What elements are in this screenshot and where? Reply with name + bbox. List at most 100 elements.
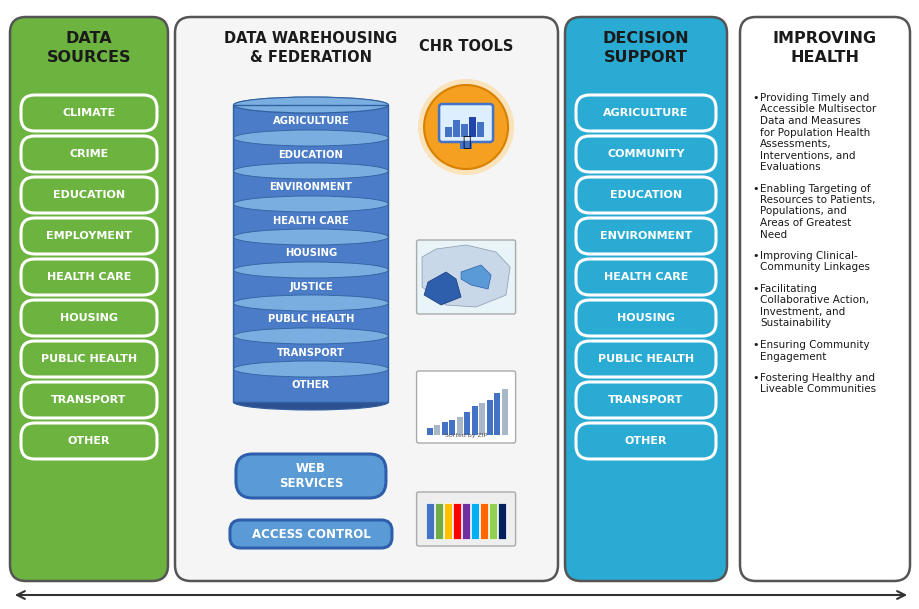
FancyBboxPatch shape (235, 454, 386, 498)
FancyBboxPatch shape (21, 177, 157, 213)
Text: Evaluations: Evaluations (759, 162, 820, 172)
FancyBboxPatch shape (10, 17, 168, 581)
Bar (233, 303, 388, 336)
Bar (460, 141, 471, 149)
Bar (471, 503, 478, 539)
Bar (233, 138, 388, 171)
Bar (434, 425, 439, 435)
Text: IMPROVING
HEALTH: IMPROVING HEALTH (772, 31, 876, 65)
Text: TRANSPORT: TRANSPORT (51, 395, 127, 405)
Bar (233, 336, 388, 369)
Bar (471, 406, 477, 435)
Text: •: • (751, 340, 757, 350)
Text: 👤: 👤 (461, 135, 470, 149)
Text: Fostering Healthy and: Fostering Healthy and (759, 373, 874, 383)
Ellipse shape (233, 163, 388, 179)
Bar (452, 503, 460, 539)
Text: Ensuring Community: Ensuring Community (759, 340, 868, 350)
Bar (479, 503, 487, 539)
FancyBboxPatch shape (575, 95, 715, 131)
FancyBboxPatch shape (416, 240, 515, 314)
FancyBboxPatch shape (575, 218, 715, 254)
Text: HEALTH CARE: HEALTH CARE (603, 272, 687, 282)
Ellipse shape (233, 196, 388, 212)
Polygon shape (422, 245, 509, 307)
FancyBboxPatch shape (175, 17, 558, 581)
Text: •: • (751, 183, 757, 194)
Ellipse shape (233, 295, 388, 311)
Text: PUBLIC HEALTH: PUBLIC HEALTH (40, 354, 137, 364)
Bar (469, 117, 475, 137)
Ellipse shape (233, 394, 388, 410)
Bar (233, 105, 388, 138)
Text: HOUSING: HOUSING (285, 248, 336, 258)
Text: EDUCATION: EDUCATION (53, 190, 125, 200)
Text: for Population Health: for Population Health (759, 127, 869, 138)
Bar (233, 204, 388, 237)
Text: Accessible Multisector: Accessible Multisector (759, 105, 875, 114)
Bar (425, 503, 433, 539)
Text: CHR TOOLS: CHR TOOLS (418, 39, 513, 54)
Bar (501, 389, 507, 435)
Bar (448, 420, 455, 435)
Text: Liveable Communities: Liveable Communities (759, 384, 875, 395)
Text: Interventions, and: Interventions, and (759, 150, 855, 161)
Bar (445, 127, 451, 137)
Bar (497, 503, 505, 539)
Text: Improving Clinical-: Improving Clinical- (759, 251, 857, 261)
Bar (463, 412, 470, 435)
Bar (426, 428, 432, 435)
Text: HEALTH CARE: HEALTH CARE (47, 272, 131, 282)
Text: EMPLOYMENT: EMPLOYMENT (46, 231, 131, 241)
Text: OTHER: OTHER (68, 436, 110, 446)
Text: TRANSPORT: TRANSPORT (277, 348, 345, 357)
FancyBboxPatch shape (575, 382, 715, 418)
Text: CLIMATE: CLIMATE (62, 108, 116, 118)
Text: •: • (751, 284, 757, 294)
Polygon shape (460, 265, 491, 289)
Bar (233, 105, 388, 402)
Text: Investment, and: Investment, and (759, 307, 845, 317)
Bar (233, 270, 388, 303)
Text: EDUCATION: EDUCATION (278, 149, 343, 160)
Text: Community Linkages: Community Linkages (759, 262, 869, 272)
Bar (488, 503, 496, 539)
Text: Sustainability: Sustainability (759, 319, 830, 328)
Text: WEB
SERVICES: WEB SERVICES (278, 462, 343, 490)
Text: •: • (751, 93, 757, 103)
FancyBboxPatch shape (230, 520, 391, 548)
Ellipse shape (233, 328, 388, 344)
Bar (441, 421, 448, 435)
Polygon shape (424, 272, 460, 305)
Text: OTHER: OTHER (624, 436, 666, 446)
FancyBboxPatch shape (575, 136, 715, 172)
Text: Sorted by ZIP: Sorted by ZIP (445, 433, 487, 438)
Bar (233, 171, 388, 204)
Text: Data and Measures: Data and Measures (759, 116, 860, 126)
Text: Need: Need (759, 230, 787, 239)
Bar (477, 122, 483, 137)
FancyBboxPatch shape (21, 341, 157, 377)
Bar (456, 417, 462, 435)
FancyBboxPatch shape (438, 104, 493, 142)
Bar (233, 237, 388, 270)
Text: CRIME: CRIME (69, 149, 108, 159)
Ellipse shape (233, 97, 388, 113)
Text: Assessments,: Assessments, (759, 139, 831, 149)
Bar (434, 503, 442, 539)
Text: Engagement: Engagement (759, 351, 825, 362)
Circle shape (424, 85, 507, 169)
Bar (486, 400, 492, 435)
Text: HEALTH CARE: HEALTH CARE (273, 216, 348, 225)
Text: COMMUNITY: COMMUNITY (607, 149, 684, 159)
Text: •: • (751, 373, 757, 383)
Text: DATA WAREHOUSING
& FEDERATION: DATA WAREHOUSING & FEDERATION (224, 31, 397, 65)
Ellipse shape (233, 229, 388, 245)
FancyBboxPatch shape (739, 17, 909, 581)
Text: •: • (751, 251, 757, 261)
Text: EDUCATION: EDUCATION (609, 190, 681, 200)
Text: PUBLIC HEALTH: PUBLIC HEALTH (597, 354, 693, 364)
FancyBboxPatch shape (416, 371, 515, 443)
FancyBboxPatch shape (21, 218, 157, 254)
FancyBboxPatch shape (21, 300, 157, 336)
